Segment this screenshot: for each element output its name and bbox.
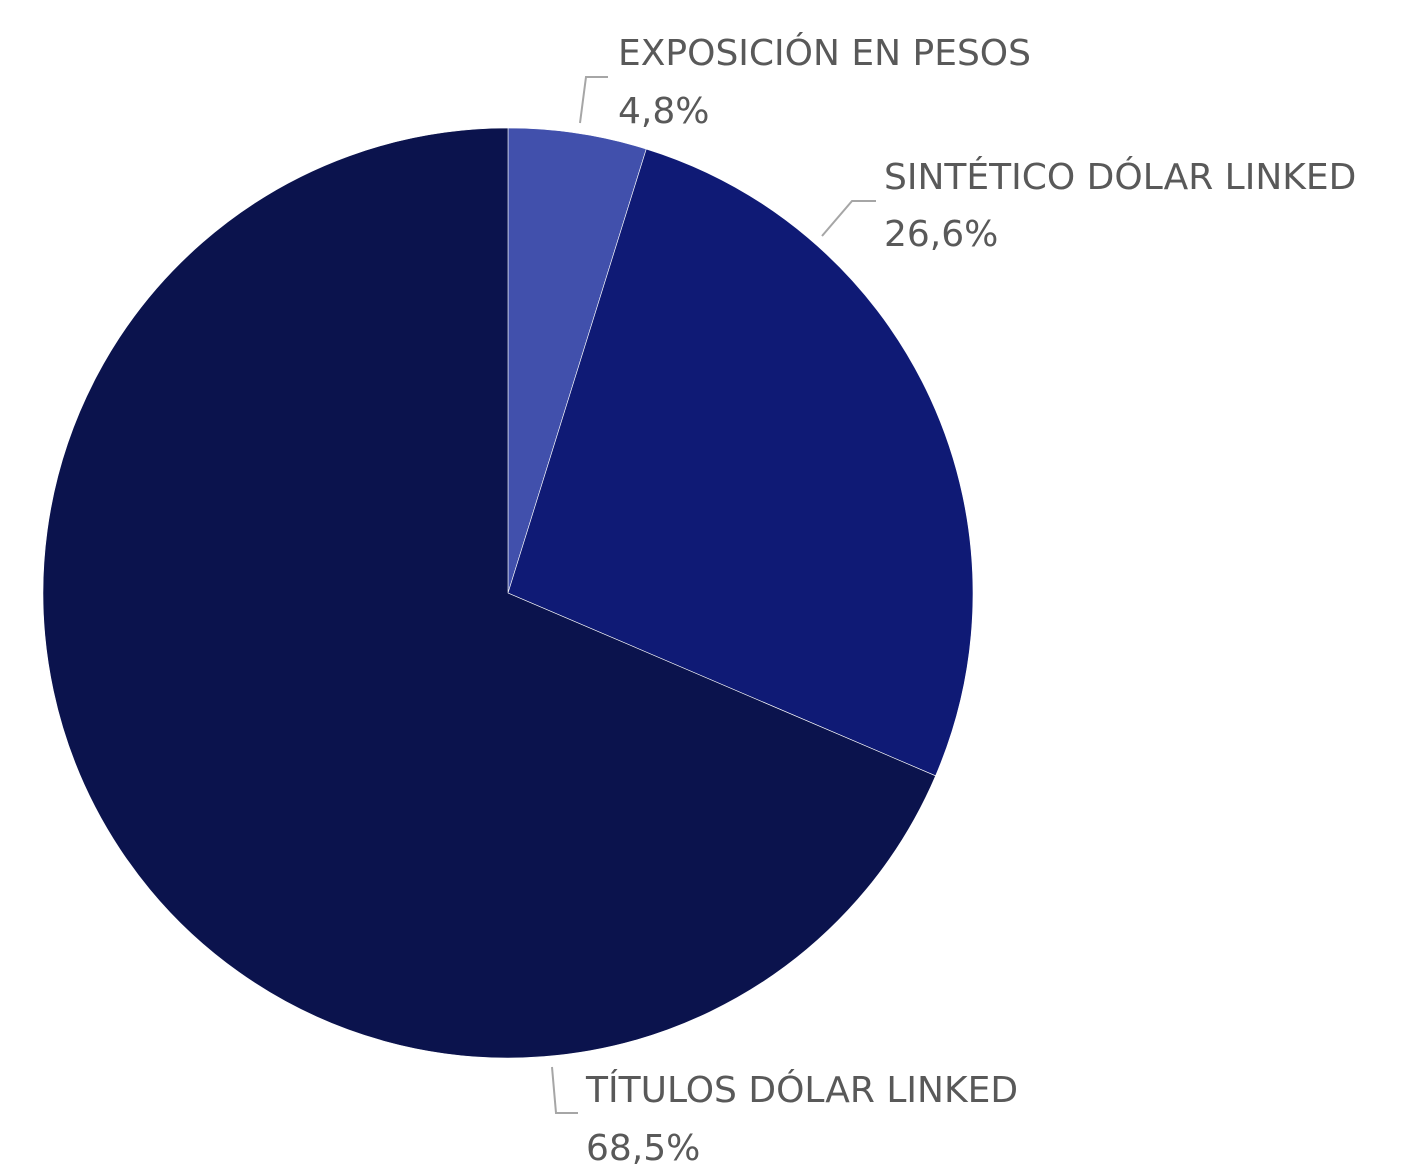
data-labels-layer: EXPOSICIÓN EN PESOS 4,8% SINTÉTICO DÓLAR L… (585, 32, 1356, 1169)
slice-category-label: TÍTULOS DÓLAR LINKED (585, 1069, 1018, 1111)
leader-lines-layer (551, 76, 876, 1114)
slice-value-label: 26,6% (884, 214, 998, 255)
slice-category-label: SINTÉTICO DÓLAR LINKED (884, 156, 1356, 198)
slice-value-label: 68,5% (586, 1128, 700, 1169)
slice-value-label: 4,8% (618, 91, 709, 132)
leader-line-titulos-dolar-linked (551, 1066, 578, 1114)
leader-line-exposicion-en-pesos (579, 76, 608, 124)
pie-slice-titulos-dolar-linked (42, 127, 936, 1059)
slice-category-label: EXPOSICIÓN EN PESOS (618, 32, 1031, 74)
leader-line-sintetico-dolar-linked (821, 200, 876, 237)
pie-slice-sintetico-dolar-linked (507, 148, 974, 777)
slices-layer (42, 127, 974, 1059)
